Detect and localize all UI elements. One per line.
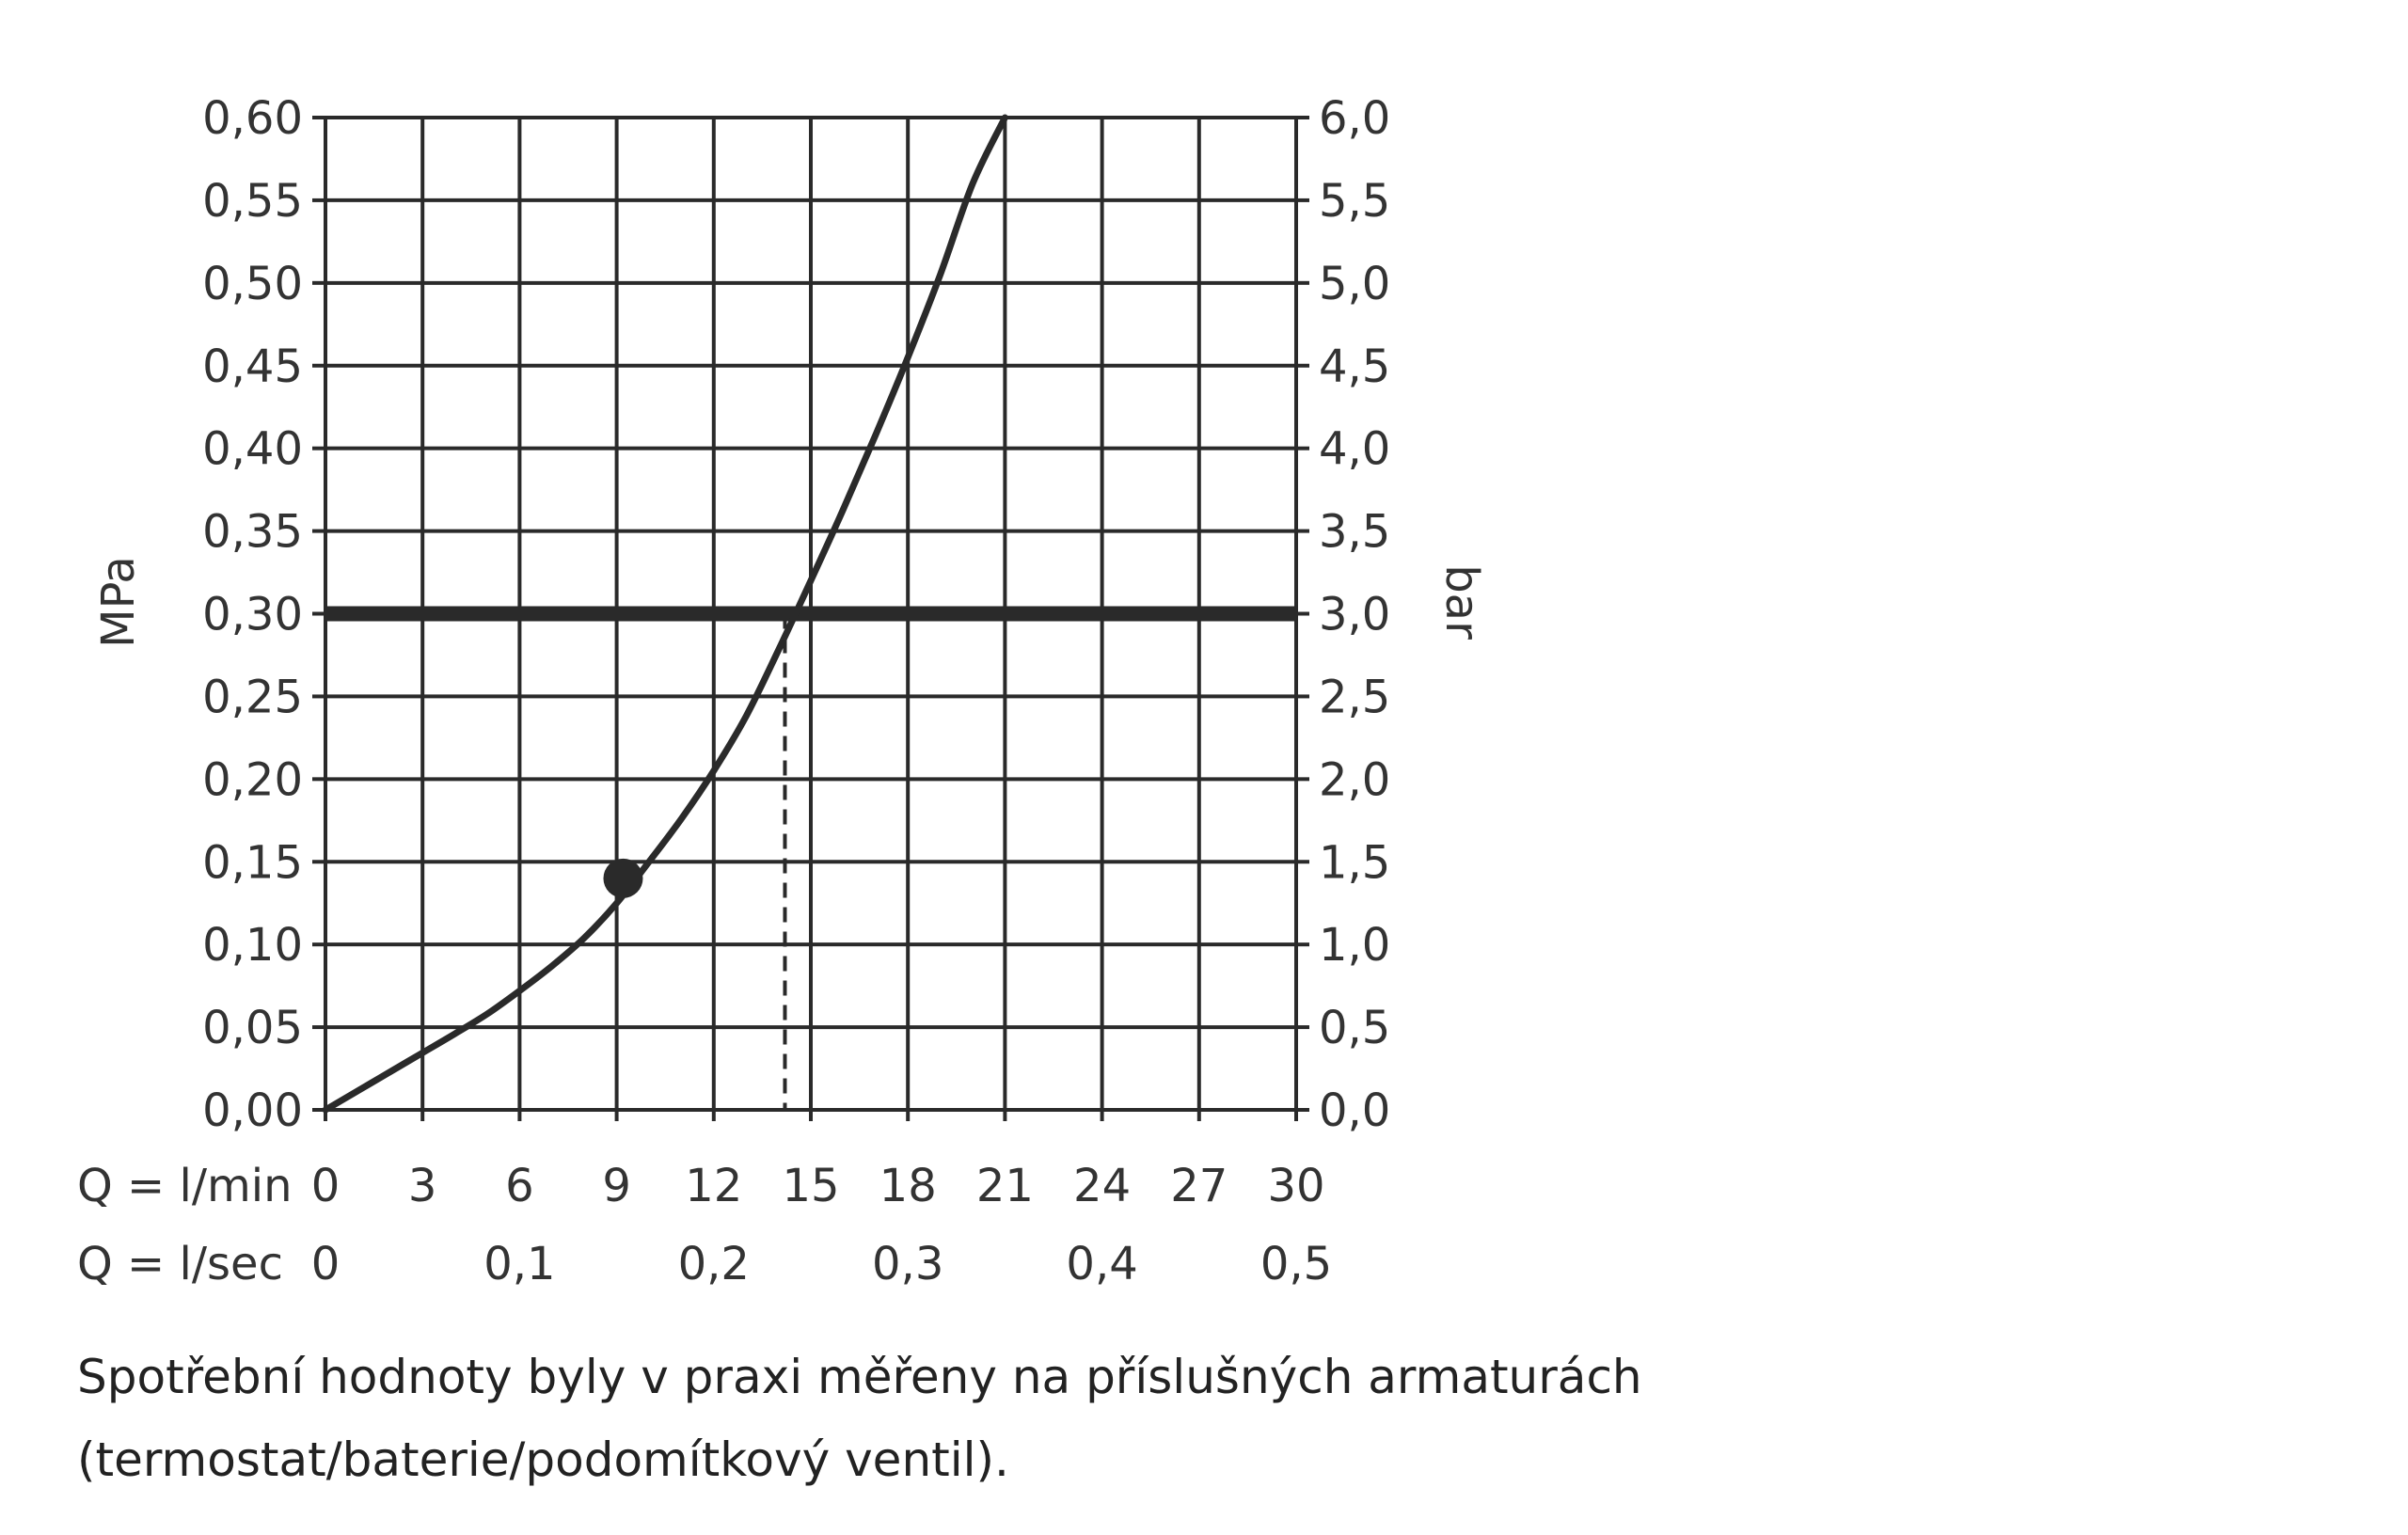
- x-tick-label-lsec: 0,2: [678, 1238, 750, 1290]
- y-right-tick-label: 5,5: [1319, 175, 1390, 228]
- x-tick-label-lmin: 9: [602, 1160, 631, 1212]
- y-left-tick-label: 0,30: [202, 589, 303, 641]
- x-tick-label-lsec: 0,4: [1066, 1238, 1137, 1290]
- tick-labels: 0,000,050,100,150,200,250,300,350,400,45…: [202, 92, 1390, 1290]
- y-right-tick-label: 5,0: [1319, 258, 1390, 310]
- y-left-tick-label: 0,55: [202, 175, 303, 228]
- y-right-tick-label: 2,5: [1319, 671, 1390, 723]
- y-left-tick-label: 0,50: [202, 258, 303, 310]
- y-right-tick-label: 3,0: [1319, 589, 1390, 641]
- x-tick-label-lsec: 0,3: [872, 1238, 943, 1290]
- x-tick-label-lmin: 0: [311, 1160, 341, 1212]
- x-tick-label-lmin: 21: [976, 1160, 1034, 1212]
- y-right-tick-label: 1,0: [1319, 919, 1390, 972]
- x-tick-label-lsec: 0,1: [483, 1238, 555, 1290]
- y-right-tick-label: 3,5: [1319, 506, 1390, 559]
- y-right-tick-label: 4,0: [1319, 423, 1390, 476]
- x-axis-label-lsec: Q = l/sec: [77, 1238, 283, 1290]
- y-left-tick-label: 0,15: [202, 836, 303, 889]
- y-right-tick-label: 6,0: [1319, 92, 1390, 145]
- x-tick-label-lmin: 24: [1073, 1160, 1131, 1212]
- marker-point: [603, 858, 643, 898]
- curve-layer: [322, 114, 1008, 1114]
- x-axis-label-lmin: Q = l/min: [77, 1160, 293, 1212]
- caption-text: Spotřební hodnoty byly v praxi měřeny na…: [77, 1350, 1642, 1487]
- y-left-tick-label: 0,45: [202, 340, 303, 393]
- x-tick-label-lsec: 0: [311, 1238, 341, 1290]
- x-tick-label-lmin: 3: [408, 1160, 437, 1212]
- x-tick-label-lmin: 6: [505, 1160, 534, 1212]
- y-right-tick-label: 2,0: [1319, 753, 1390, 806]
- reference-layer: [325, 606, 1296, 1110]
- y-left-tick-label: 0,00: [202, 1084, 303, 1137]
- pressure-flow-curve: [322, 114, 1008, 1114]
- y-axis-left-label: MPa: [92, 556, 145, 648]
- x-tick-label-lmin: 18: [879, 1160, 937, 1212]
- x-tick-label-lmin: 27: [1170, 1160, 1228, 1212]
- x-tick-label-lmin: 30: [1267, 1160, 1324, 1212]
- x-tick-label-lmin: 15: [782, 1160, 839, 1212]
- axis-ticks: [312, 116, 1309, 1121]
- y-left-tick-label: 0,40: [202, 423, 303, 476]
- y-right-tick-label: 0,5: [1319, 1002, 1390, 1054]
- y-left-tick-label: 0,10: [202, 919, 303, 972]
- y-axis-right-label: bar: [1435, 564, 1488, 640]
- y-right-tick-label: 4,5: [1319, 340, 1390, 393]
- y-left-tick-label: 0,35: [202, 506, 303, 559]
- y-right-tick-label: 1,5: [1319, 836, 1390, 889]
- y-left-tick-label: 0,60: [202, 92, 303, 145]
- y-left-tick-label: 0,20: [202, 753, 303, 806]
- x-tick-label-lsec: 0,5: [1260, 1238, 1332, 1290]
- y-right-tick-label: 0,0: [1319, 1084, 1390, 1137]
- y-left-tick-label: 0,25: [202, 671, 303, 723]
- flow-pressure-chart: 0,000,050,100,150,200,250,300,350,400,45…: [77, 92, 1488, 1290]
- y-left-tick-label: 0,05: [202, 1002, 303, 1054]
- x-tick-label-lmin: 12: [685, 1160, 742, 1212]
